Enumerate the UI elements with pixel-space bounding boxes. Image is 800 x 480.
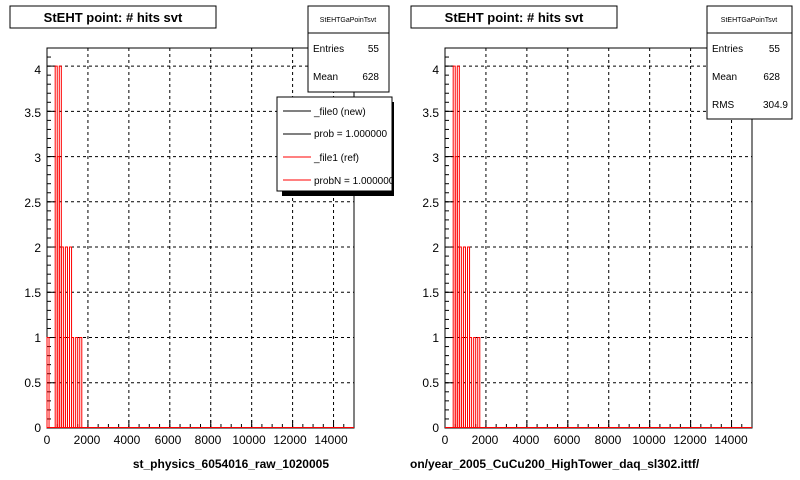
y-tick-labels-left: 0 0.5 1 1.5 2 2.5 3 3.5 4 [24, 63, 41, 435]
x-tick-label: 8000 [595, 433, 622, 447]
chart-title-right: StEHT point: # hits svt [445, 10, 584, 25]
x-tick-label: 12000 [673, 433, 707, 447]
y-tick-label: 3 [432, 151, 439, 165]
grid-right [445, 48, 752, 428]
stats-box-left: StEHTGaPoinTsvt Entries 55 Mean 628 [307, 5, 390, 93]
y-tick-label: 0 [432, 421, 439, 435]
title-box-left: StEHT point: # hits svt [9, 5, 217, 29]
histogram-bin [469, 337, 473, 428]
stats-label: Mean [712, 72, 737, 83]
histogram-bin [79, 337, 83, 428]
histogram-bin [46, 337, 50, 428]
y-tick-label: 2 [34, 241, 41, 255]
stats-title: StEHTGaPoinTsvt [320, 17, 376, 24]
histogram-right [445, 65, 752, 428]
stats-box-right: StEHTGaPoinTsvt Entries 55 Mean 628 RMS … [706, 5, 793, 120]
y-tick-label: 1 [34, 331, 41, 345]
y-tick-label: 1.5 [422, 286, 439, 300]
x-tick-label: 2000 [472, 433, 499, 447]
stats-label: RMS [712, 100, 735, 111]
x-axis-label-left: st_physics_6054016_raw_1020005 [133, 457, 329, 471]
y-tick-label: 2 [432, 241, 439, 255]
axis-ticks-right [444, 47, 753, 429]
x-tick-label: 6000 [155, 433, 182, 447]
x-tick-label: 0 [44, 433, 51, 447]
x-tick-label: 14000 [714, 433, 748, 447]
histogram-left [46, 65, 354, 428]
legend-label: _file1 (ref) [313, 153, 359, 164]
histogram-bin [477, 337, 481, 428]
y-tick-label: 1.5 [24, 286, 41, 300]
x-tick-label: 12000 [273, 433, 307, 447]
legend-label: probN = 1.000000 [314, 176, 395, 187]
legend-frame [276, 96, 393, 192]
histogram-bin [473, 337, 477, 428]
stats-label: Entries [712, 44, 743, 55]
y-tick-label: 4 [34, 63, 41, 77]
histogram-bin [75, 337, 79, 428]
y-tick-label: 3.5 [422, 106, 439, 120]
stats-label: Mean [313, 72, 338, 83]
y-tick-labels-right: 0 0.5 1 1.5 2 2.5 3 3.5 4 [422, 63, 439, 435]
x-tick-label: 2000 [74, 433, 101, 447]
x-tick-label: 4000 [513, 433, 540, 447]
legend-left: _file0 (new) prob = 1.000000 _file1 (ref… [276, 96, 395, 196]
x-tick-labels-left: 0 2000 4000 6000 8000 10000 12000 14000 [44, 433, 348, 447]
y-tick-label: 1 [432, 331, 439, 345]
y-tick-label: 3 [34, 151, 41, 165]
stats-value: 628 [362, 72, 379, 83]
x-tick-label: 8000 [195, 433, 222, 447]
y-tick-label: 2.5 [24, 196, 41, 210]
y-tick-label: 0.5 [422, 376, 439, 390]
x-axis-label-right: on/year_2005_CuCu200_HighTower_daq_sl302… [410, 457, 700, 471]
stats-title: StEHTGaPoinTsvt [721, 17, 777, 24]
panel-left: StEHT point: # hits svt 0 0.5 1 1.5 2 2.… [9, 5, 395, 471]
y-tick-label: 0 [34, 421, 41, 435]
plot-frame-right [444, 47, 753, 429]
x-tick-label: 0 [442, 433, 449, 447]
x-tick-label: 6000 [554, 433, 581, 447]
y-tick-label: 2.5 [422, 196, 439, 210]
y-tick-label: 3.5 [24, 106, 41, 120]
y-tick-label: 4 [432, 63, 439, 77]
x-tick-label: 14000 [314, 433, 348, 447]
x-tick-label: 10000 [632, 433, 666, 447]
x-tick-label: 4000 [114, 433, 141, 447]
title-box-right: StEHT point: # hits svt [410, 5, 618, 29]
stats-value: 55 [769, 44, 781, 55]
x-tick-labels-right: 0 2000 4000 6000 8000 10000 12000 14000 [442, 433, 748, 447]
y-tick-label: 0.5 [24, 376, 41, 390]
histogram-bin [71, 337, 75, 428]
stats-value: 304.9 [763, 100, 788, 111]
legend-label: _file0 (new) [313, 107, 366, 118]
legend-label: prob = 1.000000 [314, 129, 388, 140]
x-tick-label: 10000 [232, 433, 266, 447]
panel-right: StEHT point: # hits svt 0 0.5 1 1.5 2 2.… [410, 5, 793, 471]
stats-label: Entries [313, 44, 344, 55]
chart-title-left: StEHT point: # hits svt [44, 10, 183, 25]
stats-value: 628 [763, 72, 780, 83]
stats-value: 55 [368, 44, 380, 55]
